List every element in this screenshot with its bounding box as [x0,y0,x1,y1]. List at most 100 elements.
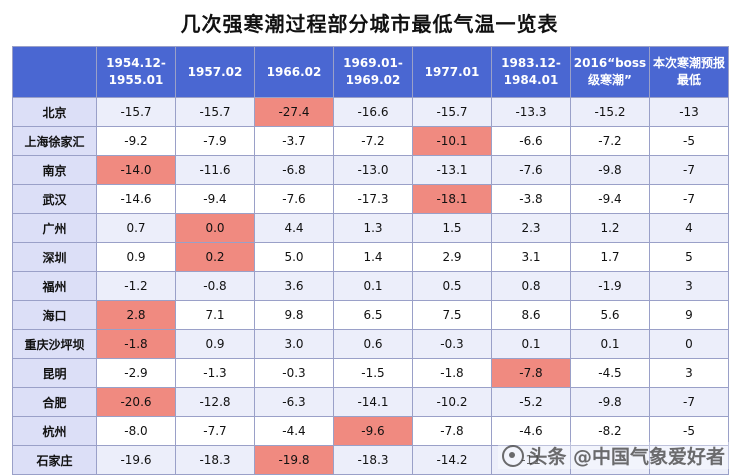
temperature-cell: -3.8 [491,184,571,214]
table-row: 合肥 -20.6 -12.8 -6.3 -14.1 -10.2 -5.2 -9.8 -7 [12,387,729,417]
table-row: 南京 -14.0 -11.6 -6.8 -13.0 -13.1 -7.6 -9.8 -7 [12,155,729,185]
temperature-cell: -0.3 [254,358,334,388]
temperature-cell: -0.8 [175,271,255,301]
temperature-cell: -6.8 [254,155,334,185]
temperature-cell: -7 [649,184,729,214]
temperature-cell: -1.3 [175,358,255,388]
temperature-cell: 4 [649,213,729,243]
city-cell: 上海徐家汇 [12,126,97,156]
temperature-cell-lowest: 0.0 [175,213,255,243]
temperature-cell: -14.2 [412,445,492,475]
watermark: 头条 @中国气象爱好者 [498,442,729,469]
temperature-cell: -5 [649,416,729,446]
header-cell-period: 2016“boss级寒潮” [570,46,650,98]
city-cell: 福州 [12,271,97,301]
temperature-cell: -1.5 [333,358,413,388]
temperature-cell: 3.0 [254,329,334,359]
temperature-cell: 0 [649,329,729,359]
table-row: 深圳 0.9 0.2 5.0 1.4 2.9 3.1 1.7 5 [12,242,729,272]
temperature-cell: 5.0 [254,242,334,272]
temperature-cell: 2.3 [491,213,571,243]
temperature-cell: 1.4 [333,242,413,272]
table-row: 昆明 -2.9 -1.3 -0.3 -1.5 -1.8 -7.8 -4.5 3 [12,358,729,388]
temperature-cell: -15.7 [96,97,176,127]
temperature-cell: -2.9 [96,358,176,388]
temperature-cell: 9 [649,300,729,330]
temperature-cell: -17.3 [333,184,413,214]
table-body: 北京 -15.7 -15.7 -27.4 -16.6 -15.7 -13.3 -15.2 -13… [12,97,729,475]
temperature-cell: 3 [649,271,729,301]
temperature-cell: -4.5 [570,358,650,388]
temperature-cell: 9.8 [254,300,334,330]
table-row: 海口 2.8 7.1 9.8 6.5 7.5 8.6 5.6 9 [12,300,729,330]
table-row: 上海徐家汇 -9.2 -7.9 -3.7 -7.2 -10.1 -6.6 -7.2 -5 [12,126,729,156]
header-row: 1954.12-1955.01 1957.02 1966.02 1969.01-… [12,46,729,98]
temperature-cell-lowest: -27.4 [254,97,334,127]
temperature-cell: 0.1 [491,329,571,359]
temperature-cell: -1.8 [412,358,492,388]
temperature-cell: -10.2 [412,387,492,417]
temperature-cell: -5.2 [491,387,571,417]
temperature-cell: -8.2 [570,416,650,446]
watermark-logo-icon [502,444,525,467]
temperature-cell: 1.5 [412,213,492,243]
header-cell-period: 1954.12-1955.01 [96,46,176,98]
temperature-cell-lowest: 0.2 [175,242,255,272]
temperature-cell: 0.1 [333,271,413,301]
temperature-cell: -11.6 [175,155,255,185]
temperature-cell: -7.8 [412,416,492,446]
temperature-cell: -9.2 [96,126,176,156]
temperature-cell: -9.4 [175,184,255,214]
temperature-cell: -5 [649,126,729,156]
temperature-cell: -7 [649,155,729,185]
city-cell: 海口 [12,300,97,330]
temperature-cell: 0.7 [96,213,176,243]
table-row: 重庆沙坪坝 -1.8 0.9 3.0 0.6 -0.3 0.1 0.1 0 [12,329,729,359]
temperature-cell: 8.6 [491,300,571,330]
temperature-cell: -9.8 [570,155,650,185]
header-cell-forecast: 本次寒潮预报最低 [649,46,729,98]
table-row: 福州 -1.2 -0.8 3.6 0.1 0.5 0.8 -1.9 3 [12,271,729,301]
city-cell: 石家庄 [12,445,97,475]
temperature-cell: 3.1 [491,242,571,272]
temperature-cell: -0.3 [412,329,492,359]
temperature-cell: -7.6 [491,155,571,185]
table-row: 武汉 -14.6 -9.4 -7.6 -17.3 -18.1 -3.8 -9.4 -7 [12,184,729,214]
header-cell-period: 1983.12-1984.01 [491,46,571,98]
header-cell-period: 1969.01-1969.02 [333,46,413,98]
temperature-cell: 5 [649,242,729,272]
temperature-cell: -7.2 [570,126,650,156]
temperature-cell [649,445,729,475]
temperature-cell: 4.4 [254,213,334,243]
temperature-cell: -9.8 [570,387,650,417]
temperature-cell: 3.6 [254,271,334,301]
city-cell: 合肥 [12,387,97,417]
temperature-cell-lowest: -18.1 [412,184,492,214]
city-cell: 重庆沙坪坝 [12,329,97,359]
temperature-cell: -3.7 [254,126,334,156]
temperature-cell-lowest: -1.8 [96,329,176,359]
temperature-cell: -18.3 [333,445,413,475]
temperature-cell: -7 [649,387,729,417]
table-title: 几次强寒潮过程部分城市最低气温一览表 [180,12,559,36]
city-cell: 昆明 [12,358,97,388]
temperature-cell-lowest: -14.0 [96,155,176,185]
header-cell-period: 1977.01 [412,46,492,98]
table-row: 杭州 -8.0 -7.7 -4.4 -9.6 -7.8 -4.6 -8.2 -5 [12,416,729,446]
header-cell-period: 1957.02 [175,46,255,98]
city-cell: 杭州 [12,416,97,446]
temperature-cell: 6.5 [333,300,413,330]
temperature-cell: 0.1 [570,329,650,359]
temperature-cell: -13.1 [412,155,492,185]
temperature-cell: -7.7 [175,416,255,446]
temperature-cell: 1.7 [570,242,650,272]
temperature-cell: -7.2 [333,126,413,156]
temperature-cell: 1.2 [570,213,650,243]
temperature-cell-lowest: -7.8 [491,358,571,388]
temperature-cell: -14.1 [333,387,413,417]
temperature-cell: -19.6 [96,445,176,475]
temperature-cell: -1.9 [570,271,650,301]
temperature-cell: 7.1 [175,300,255,330]
temperature-cell: 2.9 [412,242,492,272]
temperature-cell: -6.3 [254,387,334,417]
